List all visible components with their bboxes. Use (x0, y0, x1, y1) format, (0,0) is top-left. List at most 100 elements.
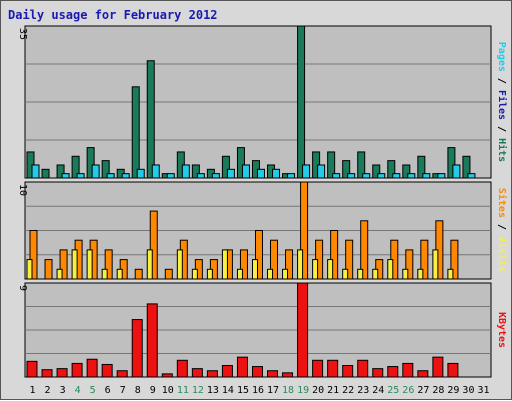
sites-bar (254, 230, 263, 280)
visits-bar (206, 268, 213, 280)
kbytes-bar (26, 360, 38, 378)
kbytes-bar (221, 365, 233, 378)
files-bar (452, 164, 461, 179)
files-bar (61, 173, 70, 179)
files-bar (91, 164, 100, 179)
kbytes-bar (432, 356, 444, 378)
files-bar (76, 173, 85, 179)
files-bar (31, 164, 40, 179)
sites-bar (270, 239, 279, 280)
visits-bar (447, 268, 454, 280)
x-tick-label: 29 (447, 385, 459, 396)
files-bar (226, 168, 235, 179)
sites-bar (330, 230, 339, 280)
x-tick-label: 21 (327, 385, 339, 396)
kbytes-bar (447, 362, 459, 378)
kbytes-bar (236, 356, 248, 378)
hits-bar (101, 160, 110, 179)
x-tick-label: 5 (90, 385, 96, 396)
x-tick-label: 4 (75, 385, 81, 396)
files-bar (151, 164, 160, 179)
kbytes-bar (101, 363, 113, 378)
files-bar (467, 173, 476, 179)
files-bar (347, 173, 356, 179)
x-tick-label: 24 (372, 385, 384, 396)
hits-bar (447, 147, 456, 179)
sites-bar (104, 249, 113, 280)
hits-bar (191, 164, 200, 179)
files-bar (362, 173, 371, 179)
hits-bar (221, 155, 230, 179)
kbytes-bar (161, 373, 173, 378)
visits-bar (26, 259, 33, 280)
visits-bar (297, 249, 304, 280)
x-tick-label: 22 (342, 385, 354, 396)
visits-bar (357, 268, 364, 280)
sites-bar (360, 220, 369, 280)
hits-bar (357, 151, 366, 179)
x-tick-label: 11 (177, 385, 189, 396)
files-bar (211, 173, 220, 179)
x-tick-label: 17 (267, 385, 279, 396)
hits-bar (131, 86, 140, 179)
visits-bar (101, 268, 108, 280)
legend-pages-files-hits: Pages / Files / Hits (496, 42, 508, 162)
x-tick-label: 19 (297, 385, 309, 396)
kbytes-bar (131, 319, 143, 378)
files-bar (136, 168, 145, 179)
visits-bar (86, 249, 93, 280)
sites-bar (405, 249, 414, 280)
y-max-label: 10 (17, 184, 28, 196)
visits-bar (372, 268, 379, 280)
visits-bar (312, 259, 319, 280)
x-tick-label: 23 (357, 385, 369, 396)
sites-bar (450, 239, 459, 280)
files-bar (256, 168, 265, 179)
files-bar (181, 164, 190, 179)
x-tick-label: 6 (105, 385, 111, 396)
x-tick-label: 14 (222, 385, 234, 396)
x-tick-label: 9 (150, 385, 156, 396)
legend-sites-visits: Sites / Visits (496, 188, 508, 272)
sites-bar (164, 268, 173, 280)
kbytes-bar (417, 370, 429, 378)
kbytes-bar (206, 370, 218, 378)
hits-bar (402, 164, 411, 179)
x-tick-label: 18 (282, 385, 294, 396)
sites-bar (300, 181, 309, 280)
visits-bar (191, 268, 198, 280)
kbytes-bar (251, 366, 263, 378)
legend-kbytes: KBytes (496, 312, 507, 348)
files-bar (121, 173, 130, 179)
kbytes-bar (191, 368, 203, 378)
x-tick-label: 12 (192, 385, 204, 396)
y-max-label: 9 (17, 285, 28, 291)
visits-bar (176, 249, 183, 280)
x-tick-label: 15 (237, 385, 249, 396)
visits-bar (116, 268, 123, 280)
files-bar (272, 168, 281, 179)
hits-bar (41, 168, 50, 179)
hits-bar (387, 160, 396, 179)
files-bar (302, 164, 311, 179)
hits-bar (56, 164, 65, 179)
kbytes-bar (146, 303, 158, 378)
x-tick-label: 31 (477, 385, 489, 396)
hits-bar (297, 25, 306, 179)
kbytes-bar (71, 362, 83, 378)
sites-bar (420, 239, 429, 280)
kbytes-bar (176, 359, 188, 378)
kbytes-bar (56, 368, 68, 378)
hits-bar (372, 164, 381, 179)
visits-bar (402, 268, 409, 280)
visits-bar (251, 259, 258, 280)
files-bar (106, 173, 115, 179)
visits-bar (417, 268, 424, 280)
sites-bar (239, 249, 248, 280)
x-tick-label: 2 (45, 385, 51, 396)
x-tick-label: 28 (432, 385, 444, 396)
hits-bar (146, 60, 155, 179)
x-tick-label: 3 (60, 385, 66, 396)
files-bar (392, 173, 401, 179)
